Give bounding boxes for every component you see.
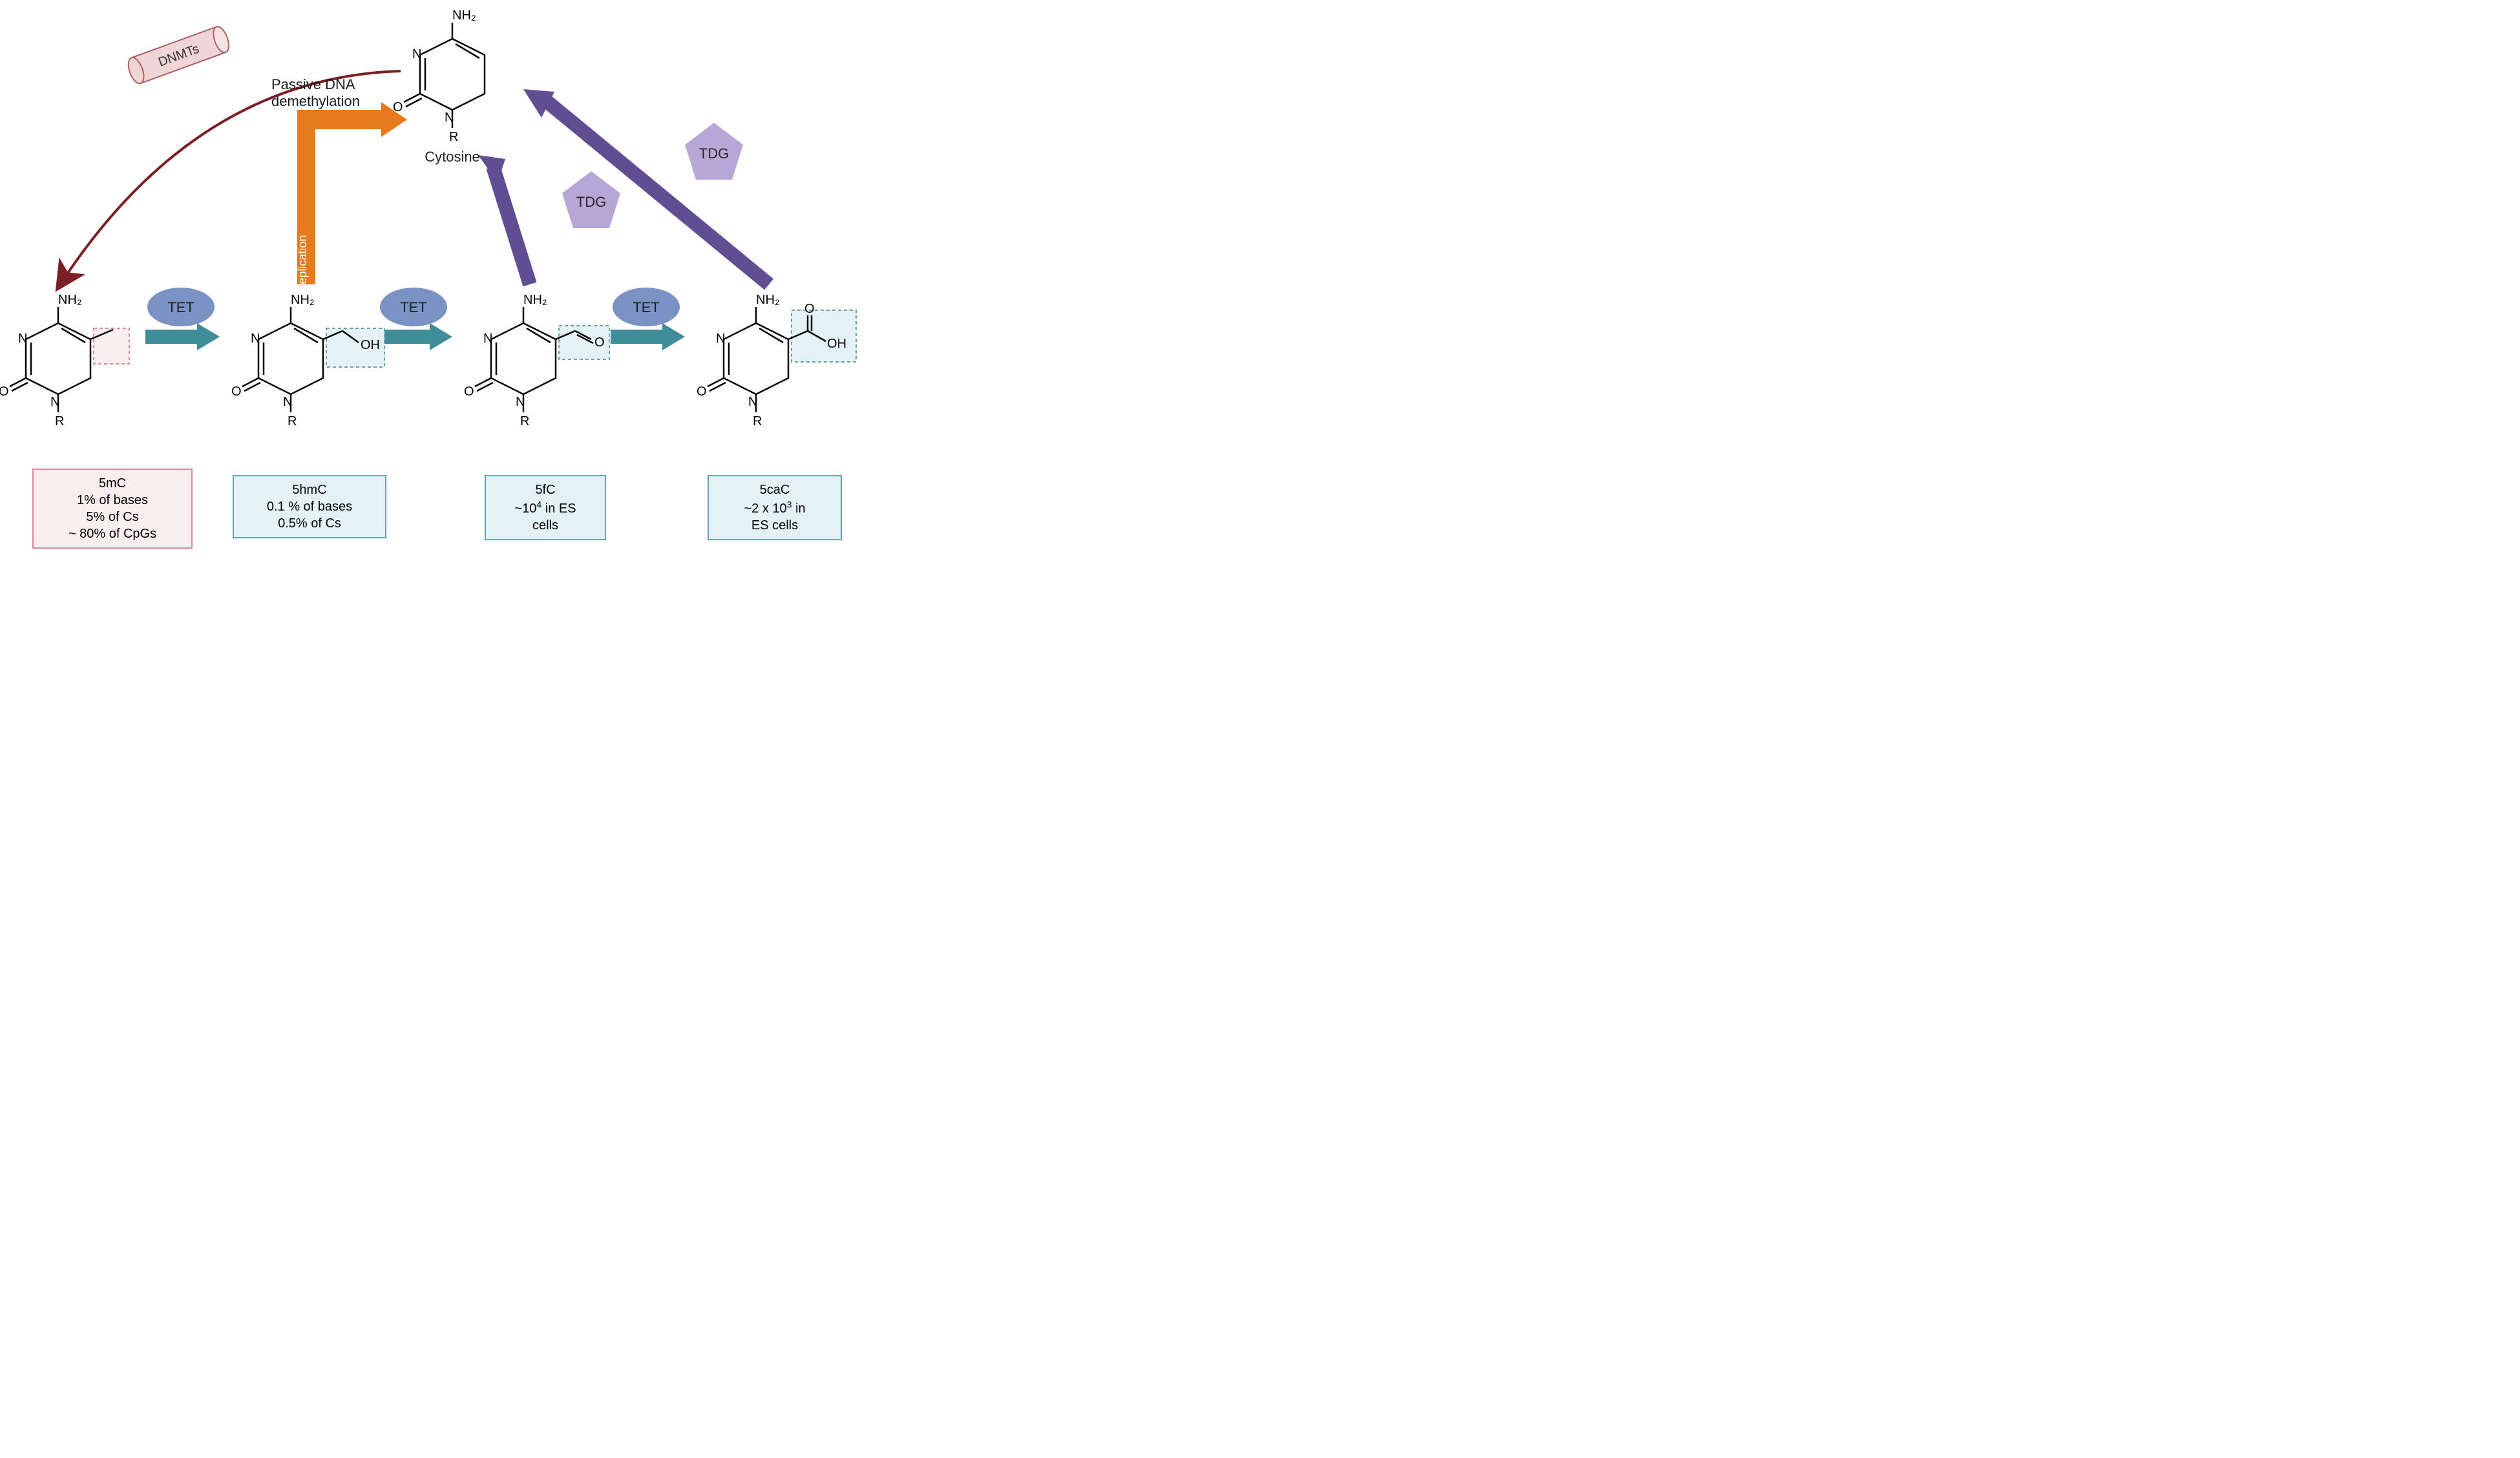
passive-demethylation-label: Passive DNA demethylation <box>271 76 360 111</box>
svg-text:OH: OH <box>361 338 380 352</box>
svg-text:R: R <box>449 130 458 144</box>
svg-text:TET: TET <box>633 299 660 315</box>
svg-text:O: O <box>697 385 707 399</box>
svg-text:O: O <box>594 335 605 350</box>
tet-ellipse-3: TET <box>613 288 680 326</box>
box-5hmc: 5hmC 0.1 % of bases 0.5% of Cs <box>233 475 386 538</box>
svg-text:R: R <box>55 414 64 428</box>
svg-text:O: O <box>804 302 815 316</box>
tet-ellipse-2: TET <box>380 288 447 326</box>
molecule-5hmc: NH₂ N N O R OH <box>231 293 384 428</box>
svg-text:TET: TET <box>400 299 427 315</box>
tdg-pentagon-1: TDG <box>562 171 620 228</box>
svg-text:NH₂: NH₂ <box>756 293 780 307</box>
tdg-arrow-1 <box>478 155 530 284</box>
molecule-5mc: NH₂ N N O R <box>0 293 129 428</box>
box-5fc: 5fC ~104 in ES cells <box>485 475 606 540</box>
svg-text:O: O <box>464 385 474 399</box>
box-5cac: 5caC ~2 x 103 in ES cells <box>708 475 842 540</box>
dnmts-cylinder: DNMTs <box>125 25 232 85</box>
box-5cac-line2: ~2 x 103 in <box>744 502 805 516</box>
box-5fc-line2: ~104 in ES <box>514 502 576 516</box>
box-5mc: 5mC 1% of bases 5% of Cs ~ 80% of CpGs <box>32 469 193 549</box>
svg-text:O: O <box>231 385 242 399</box>
tdg-arrow-2 <box>523 89 769 284</box>
svg-text:R: R <box>520 414 529 428</box>
dna-demethylation-diagram: DNMTs Via replication <box>0 0 969 560</box>
tet-arrow-1 <box>145 323 220 350</box>
tdg-pentagon-2: TDG <box>685 123 743 180</box>
svg-text:N: N <box>483 332 492 346</box>
svg-text:TET: TET <box>167 299 194 315</box>
svg-text:TDG: TDG <box>699 145 729 162</box>
svg-text:N: N <box>251 332 260 346</box>
svg-text:NH₂: NH₂ <box>58 293 82 307</box>
molecule-5fc: NH₂ N N O R O <box>464 293 609 428</box>
svg-text:R: R <box>288 414 297 428</box>
svg-text:NH₂: NH₂ <box>452 8 476 23</box>
cytosine-label: Cytosine <box>425 149 480 165</box>
svg-text:TDG: TDG <box>576 194 606 210</box>
tet-arrow-3 <box>611 323 685 350</box>
passive-arrow: Via replication <box>296 102 407 308</box>
svg-text:R: R <box>753 414 762 428</box>
tet-arrow-2 <box>378 323 452 350</box>
svg-text:O: O <box>0 385 9 399</box>
molecule-cytosine: NH₂ N N O R <box>393 8 485 144</box>
tet-ellipse-1: TET <box>147 288 215 326</box>
molecule-5cac: NH₂ N N O R O OH <box>697 293 856 428</box>
svg-text:OH: OH <box>827 337 846 351</box>
svg-text:N: N <box>716 332 725 346</box>
svg-text:NH₂: NH₂ <box>291 293 315 307</box>
svg-text:O: O <box>393 100 403 114</box>
svg-text:N: N <box>412 47 421 61</box>
svg-text:NH₂: NH₂ <box>523 293 547 307</box>
svg-text:N: N <box>18 332 27 346</box>
